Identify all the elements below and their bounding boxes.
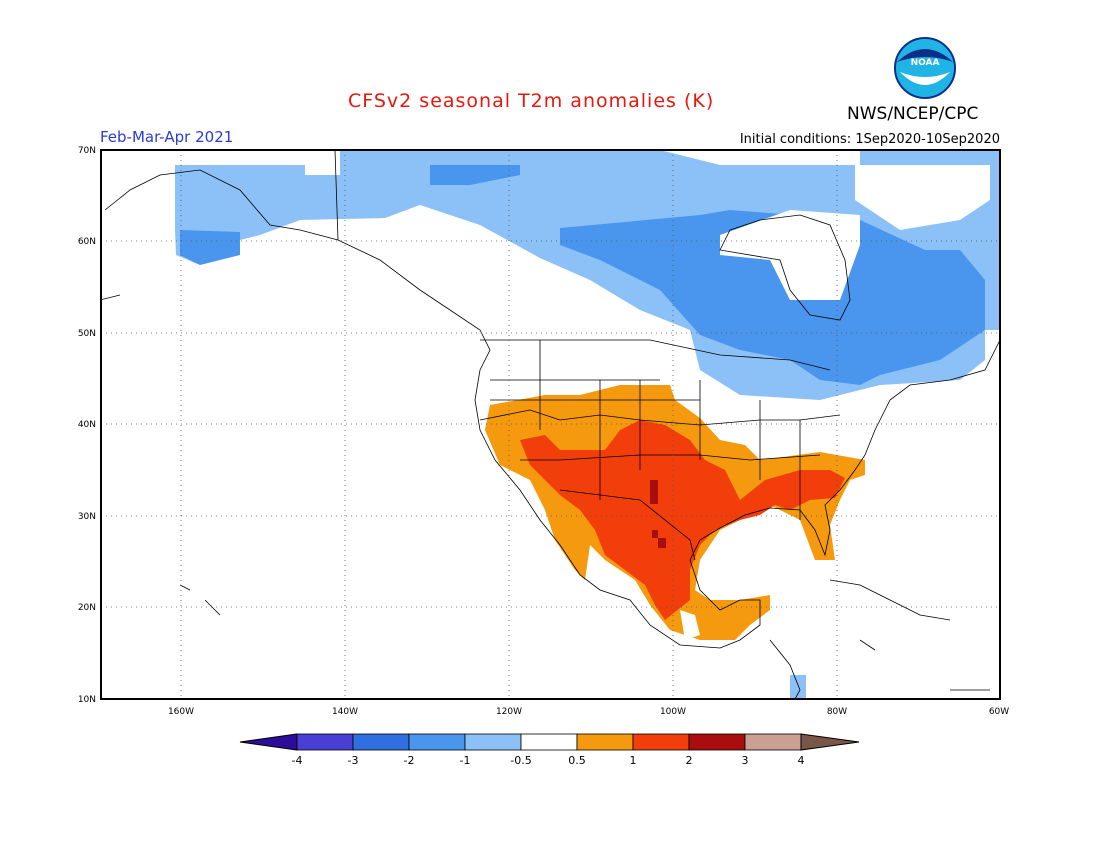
colorbar-swatch bbox=[688, 733, 746, 751]
colorbar-swatch bbox=[464, 733, 522, 751]
lat-label: 70N bbox=[78, 146, 96, 156]
lon-label: 60W bbox=[989, 707, 1009, 717]
colorbar-swatch bbox=[352, 733, 410, 751]
noaa-logo: NOAA bbox=[894, 37, 956, 99]
noaa-logo-text: NOAA bbox=[911, 58, 940, 68]
anomaly-field bbox=[175, 150, 1000, 699]
lon-labels: 160W 140W 120W 100W 80W 60W bbox=[168, 707, 1009, 717]
colorbar-label: 0.5 bbox=[568, 754, 586, 767]
colorbar-label: -1 bbox=[460, 754, 471, 767]
colorbar-swatch bbox=[576, 733, 634, 751]
forecast-period: Feb-Mar-Apr 2021 bbox=[100, 128, 234, 146]
lat-labels: 70N 60N 50N 40N 30N 20N 10N bbox=[78, 146, 96, 705]
coastlines bbox=[101, 150, 1000, 699]
colorbar-label: -2 bbox=[404, 754, 415, 767]
initial-conditions: Initial conditions: 1Sep2020-10Sep2020 bbox=[739, 132, 1000, 147]
colorbar-label: 2 bbox=[686, 754, 693, 767]
colorbar-label: -4 bbox=[292, 754, 303, 767]
lat-label: 40N bbox=[78, 420, 96, 430]
colorbar: -4 -3 -2 -1 -0.5 0.5 1 2 3 4 bbox=[239, 733, 860, 767]
colorbar-label: 1 bbox=[630, 754, 637, 767]
lon-label: 140W bbox=[332, 707, 358, 717]
lon-label: 120W bbox=[496, 707, 522, 717]
colorbar-arrow-low bbox=[239, 733, 298, 751]
lon-label: 160W bbox=[168, 707, 194, 717]
lat-label: 30N bbox=[78, 512, 96, 522]
colorbar-swatch bbox=[632, 733, 690, 751]
colorbar-label: -0.5 bbox=[510, 754, 531, 767]
lat-label: 60N bbox=[78, 237, 96, 247]
map-title: CFSv2 seasonal T2m anomalies (K) bbox=[348, 90, 715, 112]
lat-label: 20N bbox=[78, 603, 96, 613]
colorbar-swatch bbox=[520, 733, 578, 751]
colorbar-label: -3 bbox=[348, 754, 359, 767]
colorbar-swatch bbox=[408, 733, 466, 751]
colorbar-swatch bbox=[296, 733, 354, 751]
colorbar-swatch bbox=[744, 733, 802, 751]
agency-label: NWS/NCEP/CPC bbox=[847, 104, 979, 124]
lat-label: 10N bbox=[78, 695, 96, 705]
lon-label: 80W bbox=[827, 707, 847, 717]
colorbar-label: 3 bbox=[742, 754, 749, 767]
lon-label: 100W bbox=[660, 707, 686, 717]
colorbar-label: 4 bbox=[798, 754, 805, 767]
lat-label: 50N bbox=[78, 329, 96, 339]
colorbar-arrow-high bbox=[800, 733, 860, 751]
map-frame bbox=[100, 149, 1001, 700]
